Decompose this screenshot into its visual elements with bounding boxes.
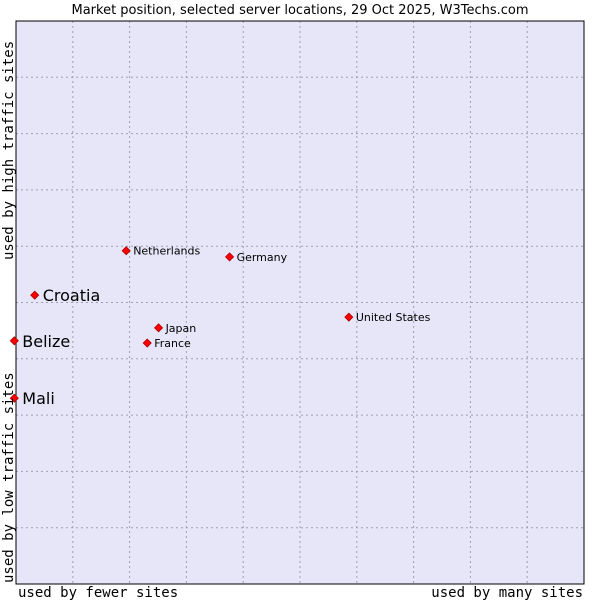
label-france: France <box>154 337 191 350</box>
grid <box>16 21 584 584</box>
label-croatia: Croatia <box>43 286 101 305</box>
point-mali: Mali <box>9 389 55 408</box>
point-japan: Japan <box>154 322 197 335</box>
point-belize: Belize <box>9 332 70 351</box>
data-points: Netherlands Germany Croatia United States Ja… <box>9 245 431 408</box>
point-netherlands: Netherlands <box>121 245 201 258</box>
label-japan: Japan <box>165 322 197 335</box>
marker-croatia <box>30 290 40 300</box>
marker-germany <box>225 252 235 262</box>
point-united-states: United States <box>344 311 431 324</box>
marker-mali <box>9 393 19 403</box>
label-mali: Mali <box>22 389 55 408</box>
point-germany: Germany <box>225 251 288 264</box>
plot-border <box>15 20 585 585</box>
point-france: France <box>142 337 191 350</box>
marker-netherlands <box>121 246 131 256</box>
label-netherlands: Netherlands <box>133 245 200 258</box>
marker-france <box>142 338 152 348</box>
point-croatia: Croatia <box>30 286 101 305</box>
y-axis-label-top: used by high traffic sites <box>1 41 17 260</box>
label-germany: Germany <box>237 251 288 264</box>
label-belize: Belize <box>22 332 70 351</box>
marker-japan <box>154 323 164 333</box>
x-axis-label-right: used by many sites <box>431 585 583 600</box>
y-axis-label-bottom: used by low traffic sites <box>1 372 17 583</box>
label-united-states: United States <box>356 311 431 324</box>
x-axis-label-left: used by fewer sites <box>18 585 178 600</box>
chart-title: Market position, selected server locatio… <box>71 3 528 18</box>
marker-united-states <box>344 312 354 322</box>
marker-belize <box>9 336 19 346</box>
